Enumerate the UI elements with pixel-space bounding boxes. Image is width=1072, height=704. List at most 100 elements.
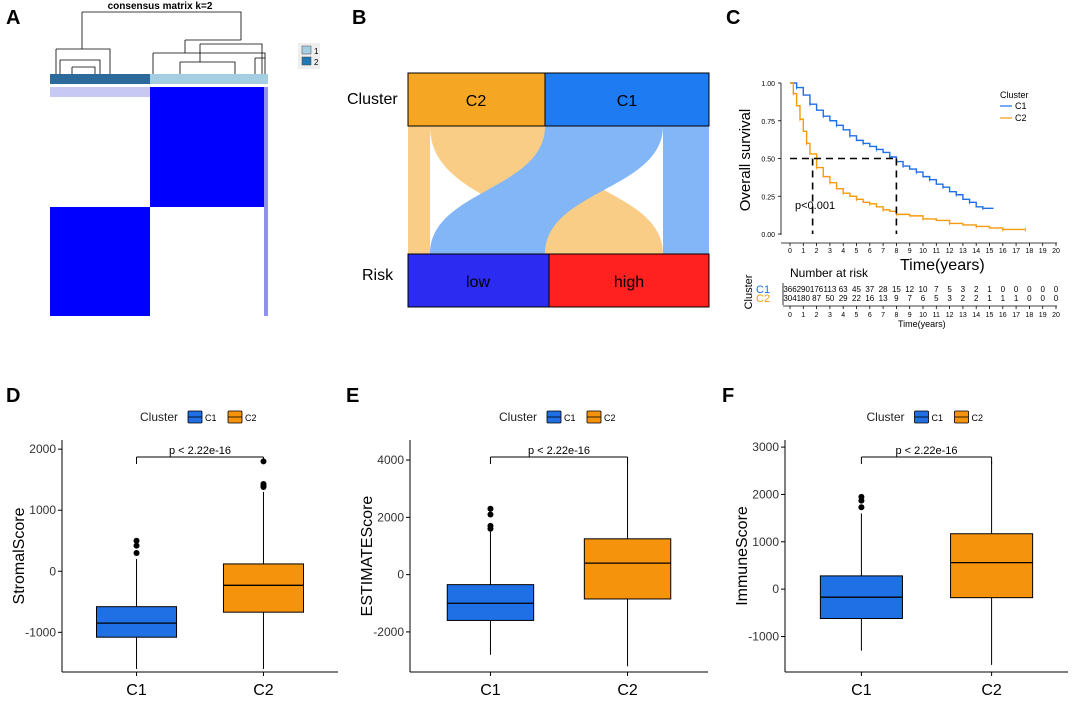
- stratum-high: [548, 253, 710, 308]
- box-ylabel-e: ESTIMATEScore: [359, 496, 376, 617]
- box-legend-label-c1: C1: [932, 413, 944, 423]
- risk-value-c2: 0: [1040, 294, 1045, 303]
- box-legend-label-c2: C2: [245, 413, 257, 423]
- box-ytick-label-d: 1000: [29, 503, 56, 517]
- box-legend-label-c2: C2: [604, 413, 616, 423]
- risk-value-c2: 7: [907, 294, 912, 303]
- panel-a: A consensus matrix k=2 1 2: [6, 1, 320, 316]
- km-curves: [790, 82, 1026, 234]
- risk-value-c1: 113: [824, 285, 837, 294]
- box-ytick-label-f: -1000: [748, 629, 779, 643]
- risk-xtick-label: 9: [908, 312, 912, 319]
- risk-xlabel: Time(years): [898, 319, 946, 329]
- risk-xtick-label: 17: [1012, 312, 1020, 319]
- risk-xtick-label: 2: [815, 312, 819, 319]
- km-xtick-label: 8: [894, 248, 898, 255]
- panel-letter-e: E: [346, 385, 359, 407]
- cluster-bar-2: [50, 74, 150, 84]
- risk-value-c1: 15: [892, 285, 901, 294]
- pvalue-d: p < 2.22e-16: [169, 445, 231, 457]
- km-xtick-label: 19: [1039, 248, 1047, 255]
- km-xticks: 0 1 2 3 4 5 6 7 8 9 10 11 12 13 14 15 16 17 18 19 20: [788, 243, 1060, 255]
- panel-letter-a: A: [6, 7, 20, 29]
- box-outlier-c1: [858, 504, 865, 511]
- risk-value-c1: 0: [1054, 285, 1059, 294]
- stratum-low: [407, 253, 550, 308]
- stratum-c1: [544, 72, 710, 127]
- risk-value-c2: 1: [1014, 294, 1019, 303]
- km-xtick-label: 4: [841, 248, 845, 255]
- risk-value-c1: 63: [839, 285, 848, 294]
- box-legend-label-c1: C1: [564, 413, 576, 423]
- km-xtick-label: 17: [1012, 248, 1020, 255]
- risk-xtick-label: 6: [868, 312, 872, 319]
- risk-xtick-label: 18: [1026, 312, 1034, 319]
- box-ytick-label-f: 3000: [752, 440, 779, 454]
- box-ytick-label-e: 2000: [377, 510, 404, 524]
- panel-c: C Overall survival 0.000.250.500.751.00 …: [726, 7, 1060, 329]
- risk-xtick-label: 14: [972, 312, 980, 319]
- box-c1: [96, 606, 178, 638]
- box-c2: [222, 563, 305, 613]
- matrix-block-bottom: [50, 207, 150, 316]
- km-xtick-label: 11: [933, 248, 940, 255]
- panel-letter-b: B: [352, 7, 366, 29]
- box-ytick-label-f: 1000: [752, 535, 779, 549]
- km-ytick-label: 0.25: [761, 194, 775, 201]
- km-legend-title: Cluster: [1000, 90, 1029, 100]
- km-xtick-label: 14: [972, 248, 980, 255]
- risk-value-c2: 0: [1054, 294, 1059, 303]
- risk-value-c2: 29: [839, 294, 848, 303]
- box-legend-label-c1: C1: [205, 413, 217, 423]
- risk-value-c2: 180: [797, 294, 811, 303]
- risk-xtick-label: 5: [855, 312, 859, 319]
- risk-value-c1: 37: [865, 285, 874, 294]
- stratum-label-low: low: [466, 274, 490, 291]
- km-xtick-label: 1: [801, 248, 805, 255]
- flow-c1-high: [663, 126, 709, 254]
- km-ylabel: Overall survival: [737, 109, 754, 212]
- km-xtick-label: 9: [908, 248, 912, 255]
- km-yticks: 0.00 0.25 0.50 0.75 1.00: [761, 81, 781, 239]
- km-xtick-label: 16: [999, 248, 1007, 255]
- risk-value-c2: 0: [1027, 294, 1032, 303]
- box-c2: [583, 538, 672, 600]
- risk-xtick-label: 8: [894, 312, 898, 319]
- risk-row-label-c2: C2: [756, 293, 770, 305]
- km-xtick-label: 6: [868, 248, 872, 255]
- panel-letter-d: D: [6, 385, 20, 407]
- km-curve-c2: [790, 82, 1026, 231]
- dendrogram: [55, 11, 266, 74]
- risk-value-c1: 290: [797, 285, 811, 294]
- box-legend-title-d: Cluster: [140, 410, 178, 424]
- risk-xtick-label: 3: [828, 312, 832, 319]
- panel-e: ESTIMATEScore -2000 0 2000 4000 C1 C2 p < 2.22e…: [359, 410, 708, 699]
- km-xtick-label: 0: [788, 248, 792, 255]
- cluster-bar-1: [150, 74, 268, 84]
- box-xtick-label-d: C2: [253, 682, 274, 699]
- risk-value-c2: 6: [921, 294, 926, 303]
- risk-row-label-c1: C1: [756, 284, 770, 296]
- legend-a-label-1: 1: [314, 47, 319, 56]
- row-label-risk: Risk: [362, 267, 394, 284]
- panel-letter-c: C: [726, 7, 740, 29]
- risk-value-c1: 1: [987, 285, 992, 294]
- km-pvalue: p<0.001: [795, 200, 835, 212]
- km-ytick-label: 0.75: [761, 119, 775, 126]
- risk-value-c1: 0: [1040, 285, 1045, 294]
- box-c2: [950, 533, 1034, 599]
- km-xtick-label: 18: [1026, 248, 1034, 255]
- risk-value-c2: 2: [974, 294, 979, 303]
- km-xtick-label: 5: [855, 248, 859, 255]
- pvalue-e: p < 2.22e-16: [528, 445, 590, 457]
- km-xtick-label: 13: [959, 248, 967, 255]
- risk-value-c2: 13: [879, 294, 888, 303]
- flow-c1-low: [430, 126, 663, 254]
- risk-value-c1: 2: [974, 285, 979, 294]
- panel-d: StromalScore -1000 0 1000 2000 C1 C2 p < 2.22e-…: [11, 410, 338, 699]
- stratum-label-c2: C2: [466, 93, 487, 110]
- risk-value-c2: 3: [947, 294, 952, 303]
- box-xtick-label-f: C2: [981, 682, 1002, 699]
- consensus-title: consensus matrix k=2: [108, 1, 213, 12]
